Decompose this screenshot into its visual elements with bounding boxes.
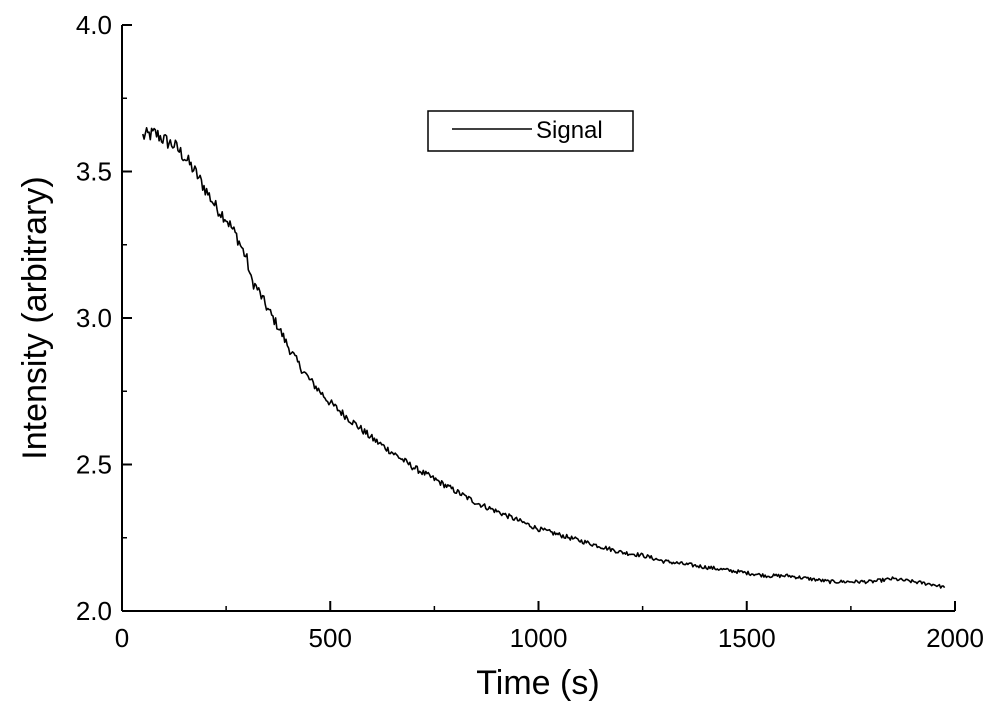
x-tick-label: 0 [115,623,129,653]
y-tick-label: 2.0 [76,596,112,626]
legend-box [427,110,634,152]
y-tick-label: 2.5 [76,450,112,480]
y-axis-title: Intensity (arbitrary) [16,176,54,459]
x-tick-label: 500 [309,623,352,653]
x-tick-label: 2000 [926,623,984,653]
y-tick-label: 3.5 [76,157,112,187]
series-layer [142,127,946,589]
series-line-signal [142,127,946,589]
legend-label: Signal [536,117,603,144]
plot-area: 0 500 1000 1500 2000 2.0 2.5 3.0 3.5 4.0 [76,10,984,653]
x-axis-title: Time (s) [476,664,599,702]
y-ticks: 2.0 2.5 3.0 3.5 4.0 [76,10,132,626]
y-tick-label: 3.0 [76,303,112,333]
y-tick-label: 4.0 [76,10,112,40]
x-tick-label: 1000 [510,623,568,653]
x-ticks: 0 500 1000 1500 2000 [115,601,984,653]
legend: Signal [427,110,634,152]
x-tick-label: 1500 [718,623,776,653]
